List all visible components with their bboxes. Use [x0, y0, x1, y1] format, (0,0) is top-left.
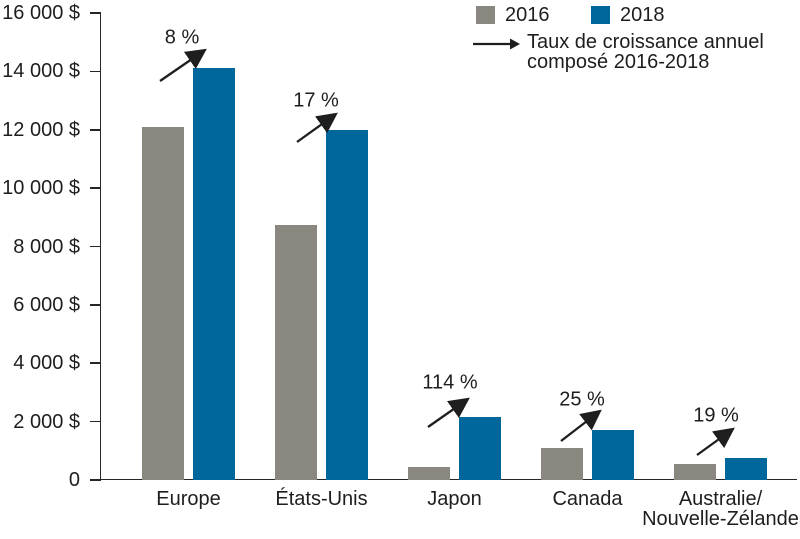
y-tick-8000 [90, 245, 101, 248]
y-tick-label-14000: 14 000 $ [2, 60, 80, 83]
x-category-label-europe: Europe [156, 488, 221, 510]
y-tick-4000 [90, 362, 101, 365]
bar-2016-canada [541, 447, 583, 480]
bar-2016-australie-nouvelle-zelande [674, 463, 716, 480]
bar-2016-europe [142, 126, 184, 480]
y-tick-12000 [90, 128, 101, 131]
y-tick-label-10000: 10 000 $ [2, 177, 80, 200]
y-tick-label-16000: 16 000 $ [2, 2, 80, 24]
growth-label-japon: 114 % [422, 371, 478, 394]
y-tick-16000 [90, 12, 101, 14]
x-category-label-japon: Japon [427, 488, 482, 510]
legend-label-2016: 2016 [505, 4, 550, 26]
bar-2018-australie-nouvelle-zelande [725, 458, 767, 480]
legend-growth-line1: Taux de croissance annuel [527, 31, 764, 53]
y-tick-0 [90, 479, 101, 481]
bar-2018-europe [193, 68, 235, 480]
legend-swatch-2016 [476, 6, 495, 24]
bar-2018-japon [459, 417, 501, 480]
y-tick-label-0: 0 [68, 469, 80, 491]
legend-swatch-2018 [591, 6, 610, 24]
y-tick-label-12000: 12 000 $ [2, 118, 80, 141]
growth-label-europe: 8 % [164, 26, 200, 49]
bar-2018-etats-unis [326, 129, 368, 480]
y-tick-2000 [90, 420, 101, 423]
x-category-label-etats-unis: États-Unis [275, 488, 368, 510]
y-tick-label-2000: 2 000 $ [13, 410, 80, 433]
bar-2016-japon [408, 466, 450, 480]
y-tick-10000 [90, 187, 101, 189]
y-tick-label-8000: 8 000 $ [13, 235, 80, 258]
bar-2016-etats-unis [275, 224, 317, 480]
x-category-label-australie-nouvelle-zelande: Australie/ Nouvelle-Zélande [642, 488, 799, 530]
y-tick-label-6000: 6 000 $ [13, 293, 80, 316]
legend-label-2018: 2018 [620, 4, 665, 26]
x-category-label-canada: Canada [552, 488, 623, 510]
y-tick-label-4000: 4 000 $ [13, 352, 80, 375]
bar-2018-canada [592, 430, 634, 480]
growth-label-canada: 25 % [559, 388, 605, 411]
growth-label-australie-nouvelle-zelande: 19 % [693, 404, 739, 427]
legend: 2016 2018 Taux de croissance annuel comp… [473, 4, 793, 74]
y-tick-14000 [90, 70, 101, 73]
growth-rate-arrow-icon [473, 38, 520, 50]
y-tick-6000 [90, 304, 101, 306]
growth-label-etats-unis: 17 % [293, 89, 339, 112]
legend-growth-line2: composé 2016-2018 [527, 51, 710, 73]
legend-growth-description: Taux de croissance annuel composé 2016-2… [527, 32, 764, 72]
